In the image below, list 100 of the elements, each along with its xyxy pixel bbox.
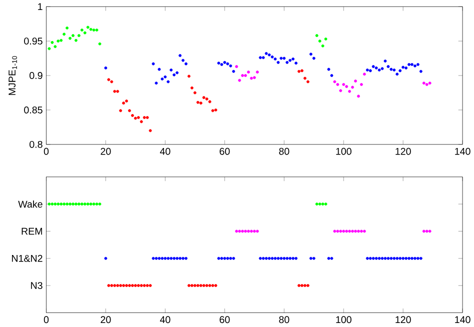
point — [229, 64, 232, 68]
point — [315, 34, 318, 37]
x-tick-label: 20 — [100, 148, 111, 155]
point — [72, 34, 74, 37]
point — [422, 81, 426, 84]
point — [398, 69, 402, 72]
point — [298, 70, 300, 73]
x-tick-label: 40 — [160, 316, 170, 323]
point — [378, 68, 381, 72]
x-tick-label: 40 — [160, 148, 170, 155]
point — [241, 74, 244, 77]
point — [164, 75, 167, 78]
point — [119, 108, 122, 112]
point — [306, 80, 310, 83]
x-tick-label: 80 — [279, 316, 290, 323]
y-tick-label: 0.8 — [30, 140, 42, 148]
point — [380, 66, 384, 70]
point — [327, 68, 330, 71]
point — [116, 90, 120, 93]
point — [392, 68, 396, 72]
point — [188, 74, 190, 78]
x-tick-label: 120 — [396, 148, 411, 155]
point — [125, 99, 128, 102]
point — [333, 80, 336, 83]
x-tick-label: 20 — [100, 316, 111, 323]
point — [342, 82, 346, 86]
x-tick-label: 120 — [396, 316, 411, 323]
point — [140, 120, 143, 123]
point — [330, 74, 334, 77]
x-tick-label: 60 — [220, 148, 230, 155]
point — [134, 116, 137, 120]
point — [372, 64, 375, 68]
y-tick-label: 1 — [38, 3, 42, 10]
x-tick-label: 100 — [336, 316, 352, 323]
point — [152, 62, 155, 66]
point — [408, 62, 410, 66]
point — [68, 36, 72, 40]
y-tick-label: Wake — [18, 200, 42, 208]
point — [128, 108, 131, 112]
y-tick-label: 0.95 — [24, 37, 42, 44]
y-tick-label: N1&N2 — [12, 254, 42, 262]
point — [288, 58, 292, 62]
point — [262, 56, 265, 59]
point — [62, 32, 66, 36]
point — [113, 90, 116, 93]
point — [384, 59, 387, 62]
point — [274, 57, 277, 60]
point — [66, 26, 69, 30]
x-tick-label: 140 — [455, 316, 470, 323]
point — [268, 53, 271, 56]
point — [294, 61, 298, 64]
y-tick-label: 0.85 — [24, 106, 42, 114]
x-tick-label: 0 — [44, 316, 49, 323]
point — [89, 28, 92, 31]
point — [131, 114, 134, 117]
point — [178, 54, 182, 57]
point — [360, 82, 363, 86]
point — [270, 55, 274, 58]
point — [208, 100, 212, 103]
point — [366, 68, 369, 72]
point — [202, 96, 206, 99]
point — [321, 44, 324, 48]
point — [404, 66, 408, 70]
point — [256, 70, 259, 74]
point — [142, 116, 146, 119]
point — [402, 66, 405, 68]
point — [250, 76, 253, 80]
point — [416, 62, 420, 66]
x-tick-label: 80 — [279, 148, 290, 155]
point — [419, 70, 422, 73]
point — [160, 77, 164, 80]
point — [205, 97, 208, 100]
point — [286, 60, 289, 64]
point — [190, 86, 194, 90]
point — [282, 56, 286, 60]
point — [312, 56, 316, 60]
point — [172, 73, 176, 76]
point — [428, 81, 432, 84]
point — [92, 28, 96, 32]
point — [182, 58, 185, 62]
point — [235, 64, 238, 68]
point — [386, 64, 390, 68]
y-tick-label: 0.9 — [30, 72, 42, 79]
point — [220, 62, 224, 66]
point — [264, 52, 268, 55]
point — [136, 116, 140, 119]
point — [292, 57, 295, 60]
point — [368, 69, 372, 72]
point — [246, 70, 250, 74]
x-tick-label: 140 — [455, 148, 470, 155]
point — [110, 80, 114, 83]
point — [60, 38, 63, 42]
point — [50, 40, 54, 44]
point — [244, 74, 247, 77]
point — [122, 101, 126, 104]
point — [211, 108, 214, 112]
point — [78, 34, 80, 37]
point — [390, 68, 393, 71]
point — [252, 76, 256, 79]
point — [217, 61, 220, 64]
